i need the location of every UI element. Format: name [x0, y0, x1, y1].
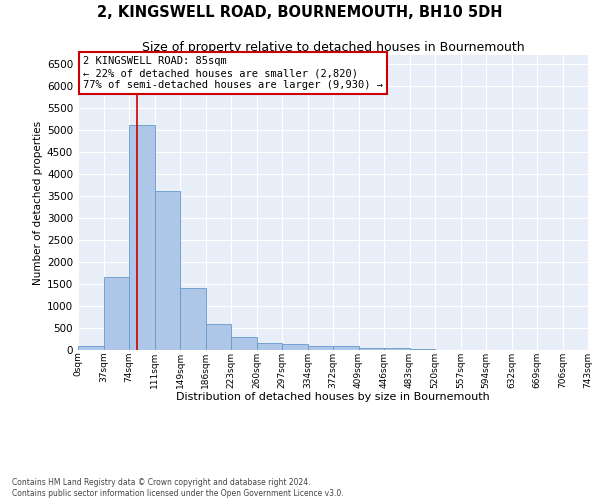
Bar	[205, 324, 231, 350]
Title: Size of property relative to detached houses in Bournemouth: Size of property relative to detached ho…	[142, 41, 524, 54]
Bar	[231, 337, 257, 350]
Bar	[129, 126, 155, 350]
Bar	[333, 346, 359, 350]
Bar	[359, 348, 384, 350]
Bar	[155, 192, 180, 350]
Bar	[78, 346, 104, 350]
Bar	[308, 346, 333, 350]
Bar	[104, 278, 129, 350]
X-axis label: Distribution of detached houses by size in Bournemouth: Distribution of detached houses by size …	[176, 392, 490, 402]
Bar	[180, 288, 205, 350]
Text: 2, KINGSWELL ROAD, BOURNEMOUTH, BH10 5DH: 2, KINGSWELL ROAD, BOURNEMOUTH, BH10 5DH	[97, 5, 503, 20]
Bar	[384, 348, 410, 350]
Text: Contains HM Land Registry data © Crown copyright and database right 2024.
Contai: Contains HM Land Registry data © Crown c…	[12, 478, 344, 498]
Y-axis label: Number of detached properties: Number of detached properties	[33, 120, 43, 284]
Bar	[282, 344, 308, 350]
Text: 2 KINGSWELL ROAD: 85sqm
← 22% of detached houses are smaller (2,820)
77% of semi: 2 KINGSWELL ROAD: 85sqm ← 22% of detache…	[83, 56, 383, 90]
Bar	[257, 343, 282, 350]
